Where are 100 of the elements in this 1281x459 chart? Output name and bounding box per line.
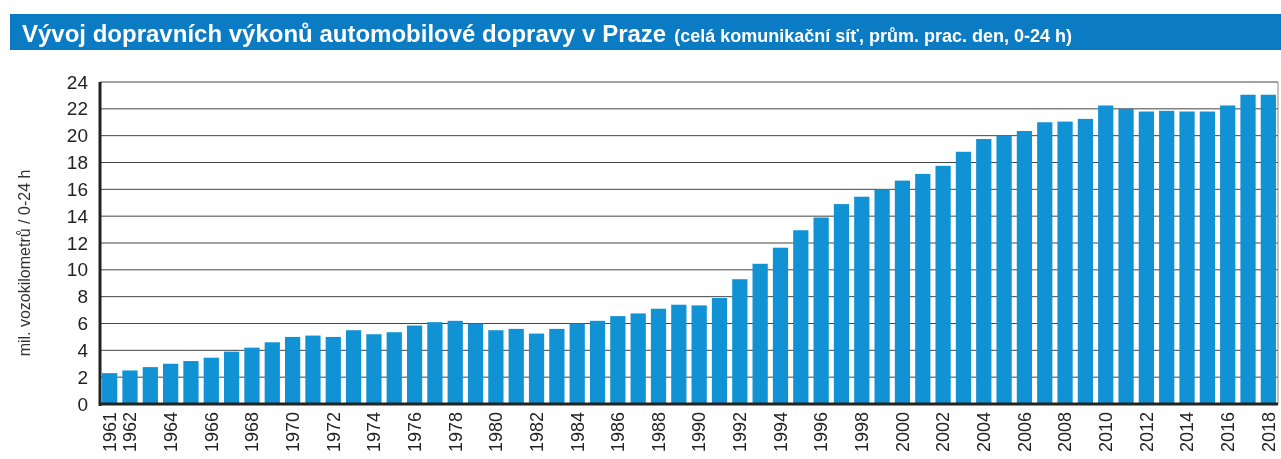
bar — [203, 357, 219, 404]
bar — [650, 308, 667, 404]
y-tick-label: 20 — [66, 125, 88, 147]
y-tick-label: 24 — [66, 71, 89, 93]
x-tick-label: 1986 — [608, 412, 629, 453]
x-tick-label: 1976 — [404, 412, 425, 453]
y-axis-title: mil. vozokilometrů / 0-24 h — [16, 169, 33, 357]
bar — [528, 333, 545, 404]
bar — [630, 313, 646, 404]
bar — [976, 139, 992, 404]
bar — [447, 320, 463, 404]
bar — [549, 328, 565, 404]
x-tick-label: 2002 — [933, 412, 954, 453]
x-tick-label: 1972 — [323, 412, 344, 453]
bar — [1098, 105, 1114, 404]
bar — [1220, 105, 1236, 404]
y-tick-label: 2 — [77, 366, 88, 388]
bar — [711, 298, 728, 404]
bar — [752, 263, 768, 404]
bar — [610, 316, 626, 404]
bar — [935, 165, 951, 404]
bar — [996, 135, 1012, 404]
bar — [224, 351, 240, 404]
y-tick-label: 12 — [66, 232, 88, 254]
bar — [102, 373, 118, 404]
bar — [508, 328, 524, 404]
y-tick-label: 0 — [77, 393, 88, 415]
x-tick-label: 2014 — [1177, 412, 1198, 453]
x-tick-label: 2012 — [1136, 412, 1157, 453]
bar — [955, 151, 972, 404]
bar — [1016, 130, 1033, 404]
x-tick-label: 2004 — [974, 412, 995, 453]
bar — [1037, 122, 1053, 404]
bar — [427, 322, 443, 404]
x-tick-label: 1984 — [567, 412, 588, 453]
bar — [163, 363, 179, 404]
x-tick-label: 1978 — [445, 412, 466, 453]
bar — [1118, 108, 1134, 404]
x-tick-label: 1998 — [852, 412, 873, 453]
bar — [284, 336, 301, 404]
bar — [671, 304, 687, 404]
bar — [122, 370, 138, 404]
bar — [1179, 111, 1195, 404]
bar — [691, 305, 707, 404]
bar — [183, 361, 199, 404]
bar — [366, 334, 382, 404]
x-tick-label: 2016 — [1217, 412, 1238, 453]
bar — [589, 320, 606, 404]
bar — [874, 189, 890, 404]
bar — [1057, 121, 1073, 404]
y-tick-label: 4 — [77, 339, 89, 361]
bar — [142, 367, 158, 404]
bar — [915, 173, 931, 404]
y-tick-label: 8 — [77, 286, 88, 308]
bar — [386, 332, 402, 404]
x-tick-label: 1990 — [689, 412, 710, 453]
bar — [1199, 111, 1215, 404]
bar — [1077, 118, 1094, 404]
bar — [732, 279, 748, 404]
x-tick-label: 1964 — [160, 412, 181, 453]
bar — [569, 323, 585, 404]
bar — [854, 196, 870, 404]
y-tick-label: 18 — [66, 152, 88, 174]
bar — [467, 323, 484, 404]
x-tick-label: 1980 — [486, 412, 507, 453]
bar — [244, 347, 260, 404]
x-tick-label: 1974 — [364, 412, 385, 453]
bar — [305, 335, 321, 404]
bar — [1138, 111, 1154, 404]
bar — [833, 204, 850, 404]
bar — [345, 330, 362, 404]
x-tick-label: 1962 — [120, 412, 141, 453]
x-tick-label: 1968 — [242, 412, 263, 453]
y-tick-label: 22 — [66, 98, 88, 120]
y-tick-label: 16 — [66, 178, 88, 200]
bar — [325, 336, 341, 404]
x-tick-label: 1992 — [730, 412, 751, 453]
x-tick-label: 1994 — [770, 412, 791, 453]
y-tick-label: 10 — [66, 259, 88, 281]
bar — [406, 325, 423, 404]
x-tick-label: 1961 — [99, 412, 120, 453]
bar — [793, 230, 809, 404]
x-tick-label: 2000 — [892, 412, 913, 453]
bar — [264, 342, 280, 404]
bar — [772, 247, 789, 404]
bar — [1260, 94, 1276, 404]
x-tick-label: 1970 — [282, 412, 303, 453]
x-tick-label: 2008 — [1055, 412, 1076, 453]
x-tick-label: 1988 — [648, 412, 669, 453]
bar — [813, 217, 829, 404]
chart-subtitle: (celá komunikační síť, prům. prac. den, 0-24 h) — [674, 26, 1072, 46]
y-tick-label: 14 — [66, 205, 89, 227]
chart-title: Vývoj dopravních výkonů automobilové dopravy v Praze — [22, 20, 667, 47]
x-tick-label: 2010 — [1096, 412, 1117, 453]
bar — [1159, 110, 1175, 404]
bar — [894, 180, 911, 404]
x-tick-label: 1996 — [811, 412, 832, 453]
x-tick-label: 1966 — [201, 412, 222, 453]
bar — [1240, 94, 1256, 404]
bar — [488, 330, 504, 404]
